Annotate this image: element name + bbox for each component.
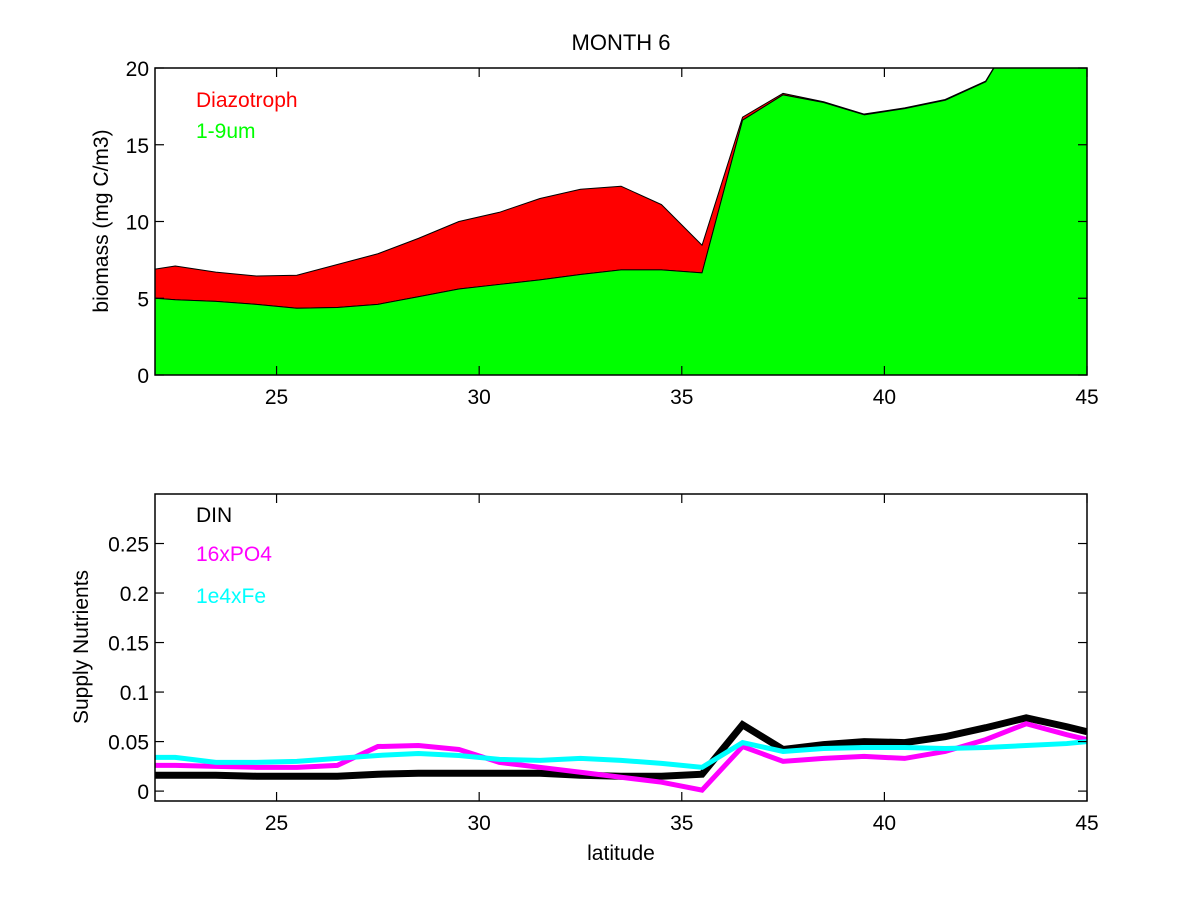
legend-item-16xpo4: 16xPO4 [196,543,272,566]
x-tick-label: 35 [670,386,693,409]
nutrients-x-axis-label: latitude [587,842,655,865]
nutrients-axes-box [154,493,1088,802]
x-tick-label: 30 [467,386,490,409]
nutrient-lines [155,714,1087,793]
legend-item-1-9um: 1-9um [196,120,256,143]
nutrients-chart: 25 30 35 40 45 0 0.05 0.1 0.15 0.2 0.25 Supply Nut… [70,493,1099,865]
x-tick-label: 40 [873,812,896,835]
legend-item-1e4xfe: 1e4xFe [196,585,266,608]
x-tick-label: 40 [873,386,896,409]
biomass-ticks: 25 30 35 40 45 0 5 10 15 20 [126,58,1099,409]
y-tick-label: 0.25 [108,534,149,557]
y-tick-label: 5 [137,288,149,311]
chart-title: MONTH 6 [572,30,671,55]
y-tick-label: 0.2 [120,583,149,606]
biomass-chart: MONTH 6 25 30 35 40 45 0 5 10 15 20 biomass (mg C… [90,30,1099,409]
nutrient-ticks: 25 30 35 40 45 0 0.05 0.1 0.15 0.2 0.25 [108,494,1099,835]
x-tick-label: 45 [1075,386,1098,409]
x-tick-label: 35 [670,812,693,835]
y-tick-label: 0 [137,781,149,804]
nutrients-y-axis-label: Supply Nutrients [70,570,93,724]
y-tick-label: 0.15 [108,633,149,656]
biomass-areas [155,68,1087,375]
legend-item-din: DIN [196,504,232,527]
x-tick-label: 30 [467,812,490,835]
x-tick-label: 25 [265,386,288,409]
area-1-9um [155,68,1087,375]
x-tick-label: 25 [265,812,288,835]
line-1e4xfe [155,739,1087,770]
biomass-axes-box [154,67,1088,376]
y-tick-label: 10 [126,212,149,235]
biomass-y-axis-label: biomass (mg C/m3) [90,129,113,312]
x-tick-label: 45 [1075,812,1098,835]
y-tick-label: 0.05 [108,732,149,755]
line-16xpo4 [155,721,1087,793]
y-tick-label: 0.1 [120,682,149,705]
y-tick-label: 15 [126,135,149,158]
y-tick-label: 0 [137,365,149,388]
y-tick-label: 20 [126,58,149,81]
legend-item-diazotroph: Diazotroph [196,89,298,112]
